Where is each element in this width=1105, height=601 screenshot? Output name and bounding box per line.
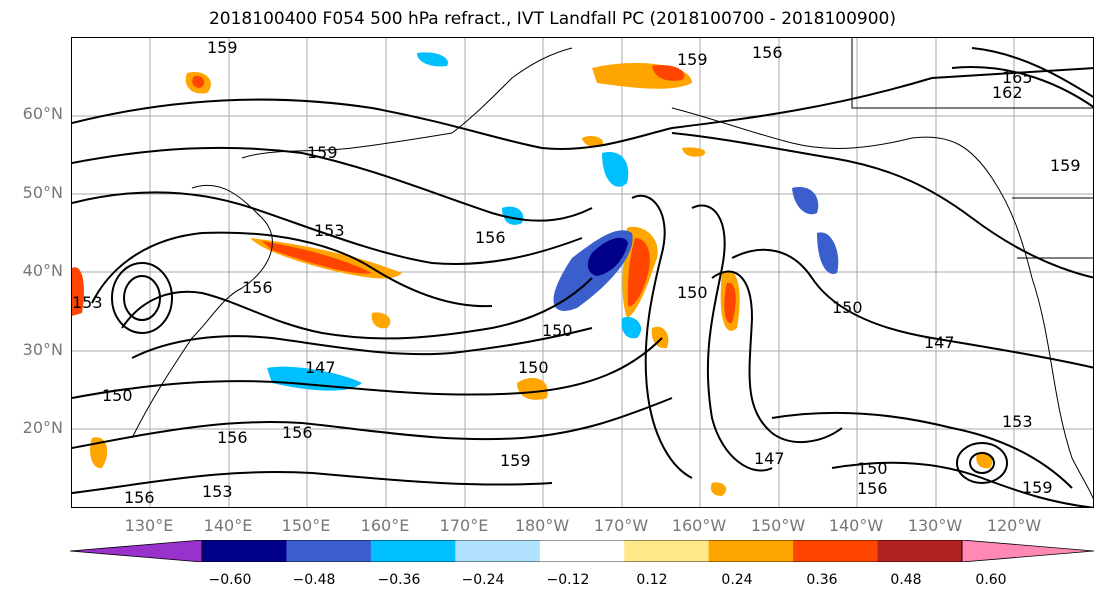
contour-label: 159 xyxy=(307,143,338,162)
contour-label: 150 xyxy=(677,283,708,302)
colorbar-tick-label: 0.48 xyxy=(890,572,922,588)
contour-label: 162 xyxy=(992,83,1023,102)
contour-label: 153 xyxy=(314,221,345,240)
lon-label: 120°W xyxy=(986,516,1042,535)
lon-label: 130°E xyxy=(124,516,174,535)
lon-label: 170°E xyxy=(439,516,489,535)
colorbar-tick-label: 0.60 xyxy=(975,572,1007,588)
map-panel: 159 159 156 165 162 159 159 153 156 156 … xyxy=(71,37,1094,508)
contour-label: 147 xyxy=(305,358,336,377)
lon-label: 130°W xyxy=(907,516,963,535)
lon-label: 140°W xyxy=(828,516,884,535)
colorbar-tick-label: 0.24 xyxy=(721,572,753,588)
colorbar-segment xyxy=(286,540,372,562)
lon-label: 150°E xyxy=(281,516,331,535)
lon-label: 150°W xyxy=(750,516,806,535)
contour-label: 147 xyxy=(924,333,955,352)
contour-label: 159 xyxy=(1050,156,1081,175)
refractivity-shading xyxy=(72,52,993,496)
colorbar-tick-label: −0.36 xyxy=(377,572,421,588)
lon-label: 140°E xyxy=(203,516,253,535)
colorbar-tick-label: −0.24 xyxy=(461,572,505,588)
contour-label: 159 xyxy=(207,38,238,57)
colorbar-segment xyxy=(202,540,287,562)
lat-label: 50°N xyxy=(22,183,63,202)
colorbar-segment xyxy=(624,540,710,562)
colorbar-segment xyxy=(708,540,794,562)
contour-label: 165 xyxy=(1002,68,1033,87)
contour-label: 156 xyxy=(475,228,506,247)
height-contours xyxy=(72,47,1093,507)
colorbar xyxy=(70,540,1094,562)
contour-label: 147 xyxy=(754,449,785,468)
colorbar-segment xyxy=(455,540,541,562)
colorbar-segment xyxy=(539,540,625,562)
contour-label: 150 xyxy=(542,321,573,340)
contour-label: 153 xyxy=(1002,412,1033,431)
colorbar-frame xyxy=(201,540,963,562)
map-canvas: 159 159 156 165 162 159 159 153 156 156 … xyxy=(72,38,1093,507)
contour-label: 156 xyxy=(242,278,273,297)
lon-label: 160°W xyxy=(671,516,727,535)
contour-label: 156 xyxy=(282,423,313,442)
contour-label: 150 xyxy=(518,358,549,377)
contour-label: 150 xyxy=(832,298,863,317)
contour-label: 153 xyxy=(202,482,233,501)
lon-label: 180°W xyxy=(514,516,570,535)
lat-label: 40°N xyxy=(22,261,63,280)
contour-label: 156 xyxy=(124,488,155,507)
colorbar-segment xyxy=(370,540,456,562)
colorbar-segment xyxy=(877,540,963,562)
contour-label: 159 xyxy=(1022,478,1053,497)
lat-label: 20°N xyxy=(22,418,63,437)
coastlines xyxy=(131,38,1093,499)
colorbar-tick-label: −0.48 xyxy=(292,572,336,588)
colorbar-segment xyxy=(793,540,879,562)
contour-label: 159 xyxy=(500,451,531,470)
lat-label: 30°N xyxy=(22,340,63,359)
contour-label: 153 xyxy=(72,293,103,312)
contour-label: 150 xyxy=(857,459,888,478)
contour-label: 156 xyxy=(217,428,248,447)
lon-label: 160°E xyxy=(360,516,410,535)
colorbar-tick-label: 0.36 xyxy=(806,572,838,588)
colorbar-tick-label: −0.12 xyxy=(546,572,590,588)
colorbar-right-extension xyxy=(961,540,1094,562)
lat-label: 60°N xyxy=(22,104,63,123)
contour-label: 159 xyxy=(677,50,708,69)
contour-label: 156 xyxy=(857,479,888,498)
contour-label: 150 xyxy=(102,386,133,405)
colorbar-tick-label: 0.12 xyxy=(636,572,668,588)
contour-label-group: 159 159 156 165 162 159 159 153 156 156 … xyxy=(72,38,1081,507)
map-title: 2018100400 F054 500 hPa refract., IVT La… xyxy=(208,9,896,29)
lon-label: 170°W xyxy=(593,516,649,535)
colorbar-segments xyxy=(202,540,963,562)
colorbar-left-extension xyxy=(70,540,203,562)
colorbar-tick-label: −0.60 xyxy=(208,572,252,588)
contour-label: 156 xyxy=(752,43,783,62)
